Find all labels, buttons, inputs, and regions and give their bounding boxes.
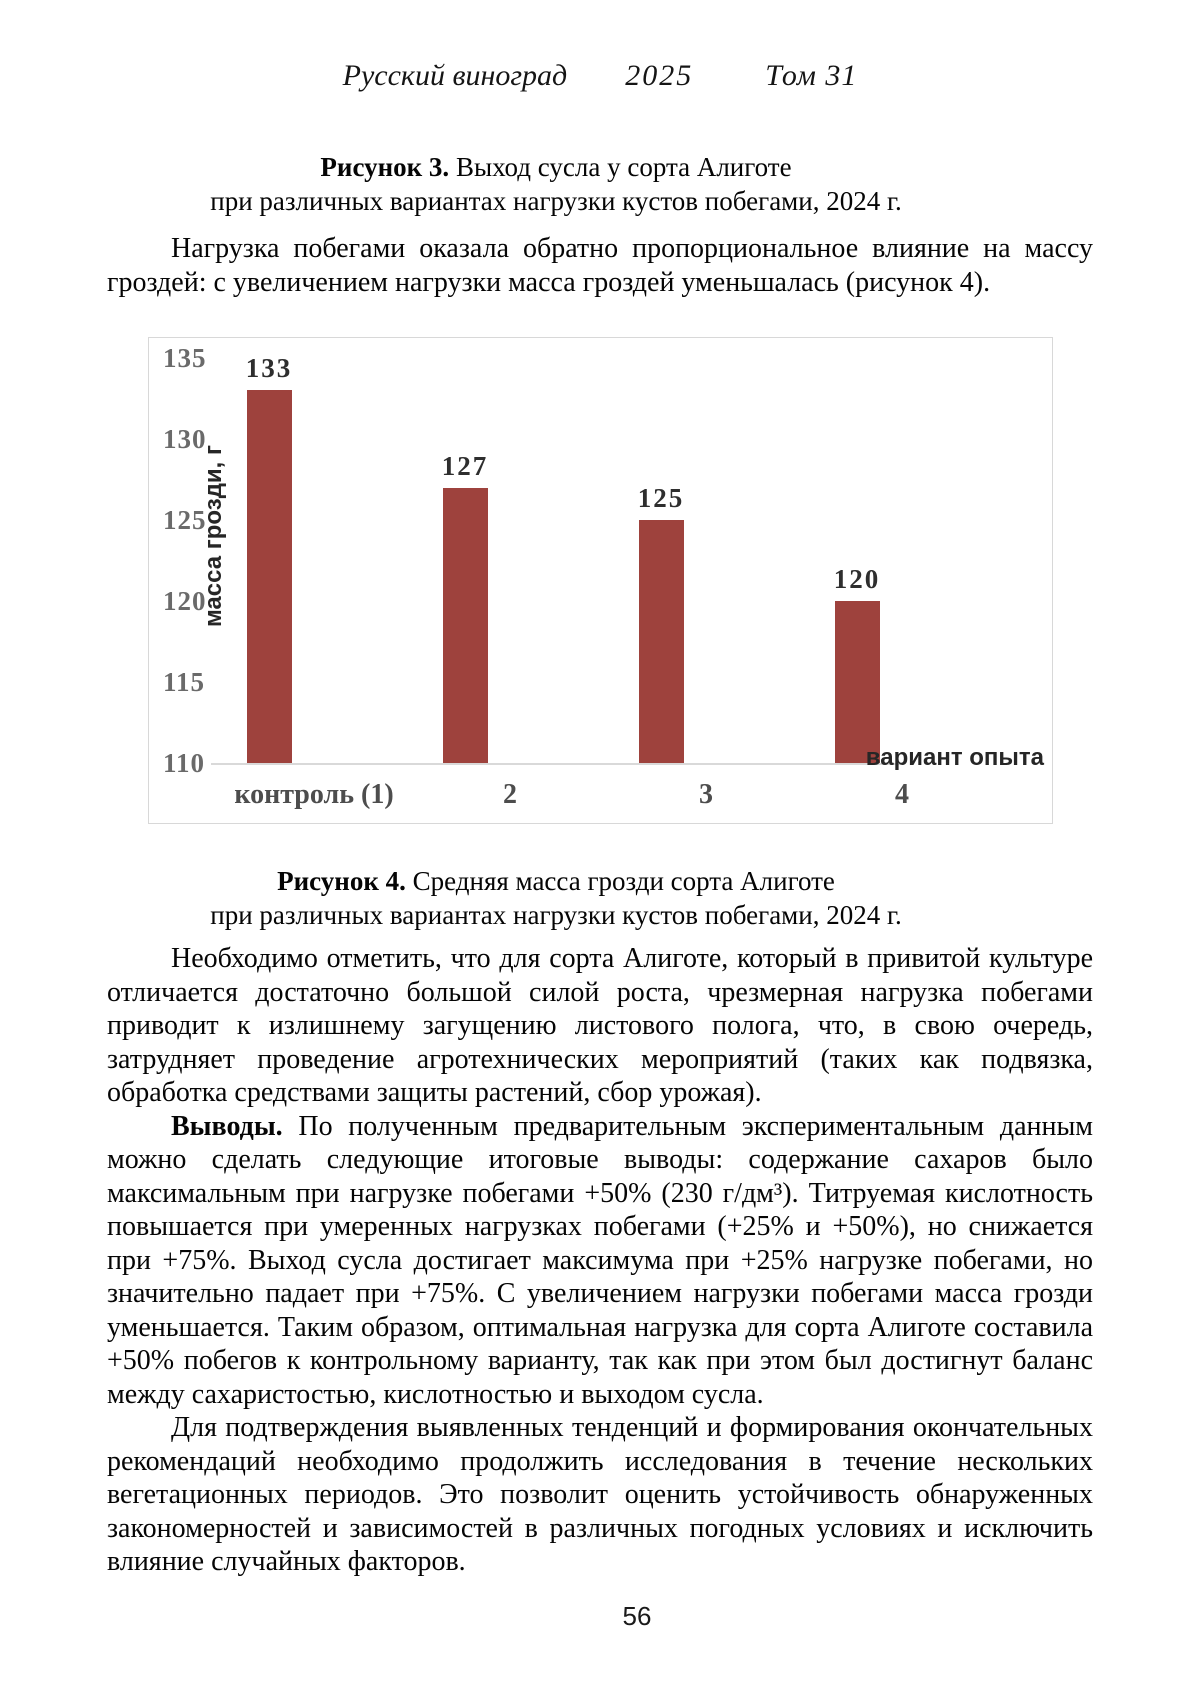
conclusions-lead: Выводы. bbox=[171, 1110, 283, 1142]
figure3-caption-line1: Рисунок 3. Выход сусла у сорта Алиготе bbox=[107, 150, 1005, 184]
figure4-title: Средняя масса грозди сорта Алиготе bbox=[412, 866, 835, 896]
bar-2 bbox=[442, 487, 488, 763]
journal-year: 2025 bbox=[625, 59, 694, 92]
figure4-caption-line1: Рисунок 4. Средняя масса грозди сорта Ал… bbox=[107, 864, 1005, 898]
journal-volume: Том 31 bbox=[765, 59, 858, 92]
bar-контроль (1) bbox=[246, 390, 292, 763]
bar-value-label: 125 bbox=[637, 483, 685, 513]
body-paragraph-growth: Необходимо отметить, что для сорта Алиго… bbox=[107, 943, 1093, 1108]
y-axis-tick-label: 120 bbox=[163, 586, 207, 616]
y-axis-tick-label: 135 bbox=[163, 343, 207, 373]
y-axis-tick-label: 110 bbox=[163, 748, 206, 778]
figure3-label: Рисунок 3. bbox=[320, 152, 450, 182]
bar-value-label: 133 bbox=[245, 353, 293, 384]
bar-value-label: 120 bbox=[833, 564, 881, 594]
body-paragraph-future: Для подтверждения выявленных тенденций и… bbox=[107, 1412, 1093, 1577]
figure3-subtitle: при различных вариантах нагрузки кустов … bbox=[210, 186, 902, 216]
page-number: 56 bbox=[622, 1600, 652, 1631]
figure4-subtitle: при различных вариантах нагрузки кустов … bbox=[210, 900, 902, 930]
intro-paragraph: Нагрузка побегами оказала обратно пропор… bbox=[107, 233, 1093, 298]
x-axis-line bbox=[211, 763, 901, 765]
conclusions-text: По полученным предварительным эксперимен… bbox=[107, 1110, 1094, 1410]
x-axis-title: вариант опыта bbox=[865, 744, 1044, 771]
journal-title: Русский виноград bbox=[342, 59, 568, 92]
y-axis-tick-label: 115 bbox=[163, 667, 206, 697]
x-axis-category-label: контроль (1) bbox=[234, 779, 394, 810]
bar-chart: 135 130 125 120 115 110 133 контроль (1) 127 2 125… bbox=[148, 337, 1053, 824]
figure4-caption: Рисунок 4. Средняя масса грозди сорта Ал… bbox=[107, 864, 1093, 932]
figure3-caption: Рисунок 3. Выход сусла у сорта Алиготе п… bbox=[107, 150, 1093, 218]
y-axis-title: масса грозди, г bbox=[200, 444, 227, 628]
body-paragraph-conclusions: Выводы. По полученным предварительным эк… bbox=[107, 1110, 1093, 1412]
bar-4 bbox=[834, 601, 880, 763]
x-axis-category-label: 4 bbox=[895, 779, 909, 810]
x-axis-category-label: 2 bbox=[503, 779, 517, 810]
bar-3 bbox=[638, 520, 684, 763]
figure4-label: Рисунок 4. bbox=[277, 866, 406, 896]
y-axis-tick-label: 130 bbox=[163, 424, 207, 454]
journal-header: Русский виноград 2025 Том 31 bbox=[107, 58, 1093, 94]
y-axis-tick-label: 125 bbox=[163, 505, 207, 535]
bar-value-label: 127 bbox=[441, 450, 489, 481]
chart-plot-area: 135 130 125 120 115 110 133 контроль (1) 127 2 125… bbox=[149, 338, 1052, 823]
figure3-title: Выход сусла у сорта Алиготе bbox=[455, 152, 792, 182]
x-axis-category-label: 3 bbox=[699, 779, 713, 810]
